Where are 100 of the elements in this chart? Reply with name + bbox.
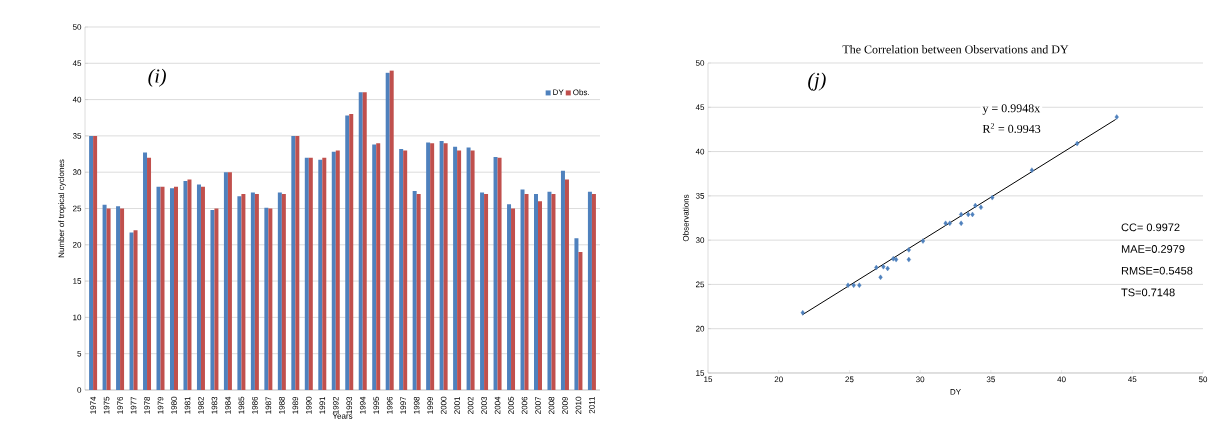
bar (534, 193, 538, 390)
point (878, 274, 883, 281)
x-tick-label: 1992 (332, 396, 339, 414)
bar (254, 193, 259, 390)
x-tick-label: 2009 (562, 396, 568, 414)
x-tick-label: 1990 (305, 396, 312, 414)
y-tick-label: 40 (72, 96, 82, 103)
bar (520, 189, 525, 390)
x-tick-label: 1995 (373, 396, 380, 414)
bar (385, 72, 390, 390)
x-tick-label: 1996 (386, 396, 393, 414)
annotation: RMSE=0.5458 (1121, 266, 1193, 275)
bar (89, 135, 94, 390)
x-tick-label: 1986 (252, 396, 258, 414)
bar (214, 208, 219, 390)
bar (484, 193, 489, 390)
point (966, 211, 971, 218)
bar (362, 92, 367, 390)
y-axis-title: Observations (682, 194, 689, 242)
point (851, 282, 856, 288)
y-tick-label: 5 (77, 350, 82, 357)
x-tick-label: 50 (1198, 376, 1208, 383)
y-tick-label: 35 (695, 193, 705, 199)
x-tick-label: 1994 (359, 396, 366, 414)
bar (93, 135, 98, 390)
y-tick-label: 30 (695, 237, 705, 243)
point (885, 265, 890, 272)
bar (430, 143, 435, 390)
annotation: MAE=0.2979 (1121, 245, 1185, 253)
point (881, 264, 886, 270)
x-tick-label: 1983 (211, 396, 218, 414)
bar (560, 170, 565, 390)
x-tick-label: 1974 (90, 396, 96, 414)
point (1029, 167, 1034, 173)
y-tick-label: 45 (695, 104, 705, 111)
bar (281, 193, 286, 390)
bar (223, 172, 228, 390)
point (906, 247, 911, 253)
bar (372, 144, 377, 390)
x-tick-label: 2004 (494, 396, 501, 414)
bar (102, 204, 107, 390)
y-tick-label: 30 (72, 169, 82, 176)
x-tick-label: 1975 (103, 396, 110, 414)
y-tick-label: 50 (695, 60, 705, 66)
bar (507, 204, 512, 390)
y-tick-label: 25 (695, 281, 705, 288)
point (845, 282, 851, 288)
bar (457, 150, 462, 390)
bar (591, 193, 596, 390)
bar (453, 146, 458, 390)
y-tick-label: 0 (77, 387, 82, 393)
y-tick-label: 50 (72, 24, 82, 30)
bar (295, 135, 300, 390)
x-tick-label: 25 (845, 376, 854, 383)
point (959, 211, 964, 218)
x-tick-label: 2007 (535, 396, 541, 414)
bar (237, 196, 242, 390)
x-tick-label: 1988 (279, 396, 285, 414)
x-tick-label: 15 (704, 376, 713, 383)
x-tick-label: 1977 (130, 396, 137, 414)
x-tick-label: 1981 (184, 396, 191, 414)
bar (133, 230, 138, 390)
bar (335, 150, 340, 390)
x-tick-label: 20 (774, 376, 783, 383)
bar (493, 156, 498, 390)
bar (497, 157, 502, 390)
bar (116, 206, 121, 390)
annotation: TS=0.7148 (1121, 288, 1175, 297)
bar (200, 186, 205, 390)
annotation: (i) (148, 68, 166, 87)
bar (358, 92, 363, 390)
bar (120, 208, 125, 390)
y-tick-label: 20 (695, 325, 705, 332)
x-tick-label: 1991 (319, 396, 326, 414)
x-tick-label: 1998 (413, 396, 420, 414)
x-tick-label: 2011 (589, 396, 595, 414)
point (978, 204, 984, 211)
point (874, 264, 879, 271)
y-tick-label: 20 (72, 241, 82, 248)
bar (538, 201, 542, 390)
bar (587, 191, 592, 390)
bar (268, 208, 273, 390)
bar (170, 188, 174, 390)
x-tick-label: 1985 (238, 396, 245, 414)
point (970, 211, 975, 218)
x-tick-label: 2010 (575, 396, 582, 414)
x-tick-label: 40 (1057, 376, 1066, 383)
point (906, 256, 911, 263)
bar (160, 186, 165, 390)
bar (129, 232, 134, 390)
bar (322, 157, 327, 390)
point (959, 220, 964, 226)
bar (143, 152, 148, 390)
bar (250, 192, 255, 390)
x-tick-label: 1989 (292, 396, 299, 414)
bar (389, 70, 394, 390)
bar (173, 186, 178, 390)
bar (480, 192, 485, 390)
point (973, 202, 978, 209)
bar (277, 192, 282, 390)
